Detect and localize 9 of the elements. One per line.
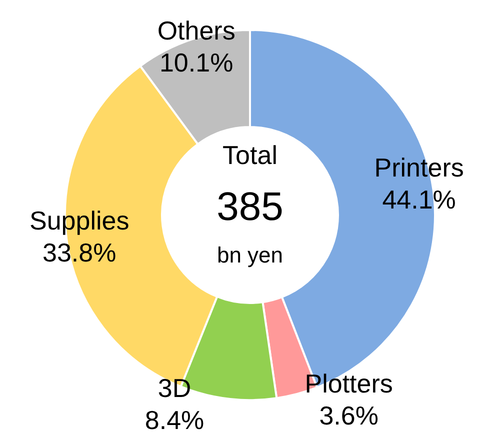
slice-label: Plotters: [304, 368, 393, 398]
text: 385: [216, 185, 284, 229]
slice-label: 3D: [158, 372, 192, 403]
text: bn yen: [216, 242, 284, 268]
data-label: 10.1%: [159, 48, 234, 78]
slice-label: Others: [157, 16, 236, 46]
data-label: 3.6%: [319, 400, 378, 430]
text: Total: [222, 140, 278, 170]
data-label: 8.4%: [144, 404, 204, 435]
